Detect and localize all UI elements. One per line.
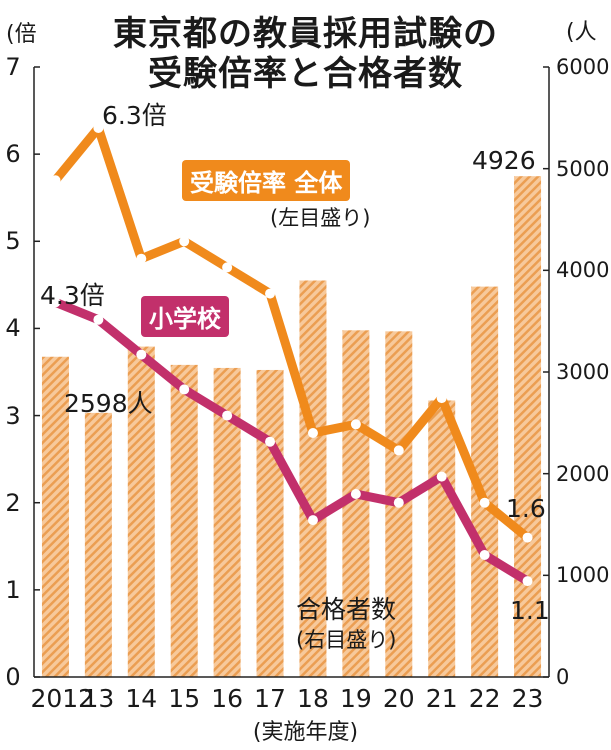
series-0-point-16 <box>222 262 233 273</box>
series-1-point-13 <box>93 314 104 325</box>
series-1-point-22 <box>479 550 490 560</box>
x-tick-label: 16 <box>211 684 244 713</box>
bars-layer <box>41 176 542 677</box>
left-tick-label: 2 <box>5 488 21 517</box>
total-series-label: 受験倍率 全体 <box>182 160 351 201</box>
series-1-point-16 <box>222 410 233 421</box>
x-tick-label: 21 <box>425 684 458 713</box>
left-tick-label: 6 <box>5 140 21 169</box>
series-1-point-23 <box>522 576 533 587</box>
bar-21 <box>428 400 456 677</box>
left-axis-unit: (倍 <box>6 22 37 47</box>
bar-13 <box>84 412 112 677</box>
right-tick-label: 0 <box>556 665 570 689</box>
bar-14 <box>127 346 155 677</box>
bar-17 <box>256 369 284 677</box>
bar-15 <box>170 364 198 677</box>
right-tick-label: 1000 <box>556 563 610 588</box>
series-0-point-21 <box>436 393 447 404</box>
series-0-point-17 <box>265 288 276 299</box>
series-1-point-2012 <box>50 297 61 308</box>
bar-23 <box>514 176 542 677</box>
bar-2012 <box>41 356 69 677</box>
left-tick-label: 7 <box>5 53 21 81</box>
series-0-point-2012 <box>50 175 61 186</box>
series-1-point-19 <box>350 489 361 499</box>
left-tick-label: 1 <box>5 575 21 604</box>
total-series-note: (左目盛り) <box>270 206 371 230</box>
series-1-point-14 <box>136 349 147 360</box>
series-1-point-15 <box>179 384 190 395</box>
x-tick-label: 22 <box>468 684 501 713</box>
bars-last-label: 4926 <box>472 146 536 175</box>
bar-18 <box>299 280 327 677</box>
chart-title-line1: 東京都の教員採用試験の <box>113 14 498 54</box>
series-0-point-18 <box>307 428 318 438</box>
total-last-label: 1.6 <box>506 494 546 523</box>
x-tick-label: 20 <box>382 684 415 713</box>
series-0-point-22 <box>479 497 490 508</box>
left-tick-label: 3 <box>5 401 21 430</box>
lines-layer <box>50 123 533 587</box>
elem-series-label: 小学校 <box>141 296 229 337</box>
x-tick-label: 23 <box>511 684 544 713</box>
series-0-point-19 <box>350 419 361 430</box>
right-tick-label: 3000 <box>556 360 610 384</box>
total-first-label: 6.3倍 <box>102 101 167 130</box>
right-tick-label: 6000 <box>556 55 610 79</box>
series-1-point-21 <box>436 471 447 482</box>
series-1-point-17 <box>265 436 276 447</box>
bars-first-label: 2598人 <box>64 389 153 418</box>
x-tick-label: 14 <box>125 684 158 713</box>
series-0-point-14 <box>136 253 147 264</box>
right-tick-label: 4000 <box>556 258 610 283</box>
x-tick-label: 15 <box>168 684 201 713</box>
x-tick-label: 13 <box>82 684 115 713</box>
series-1-point-18 <box>307 515 318 526</box>
x-tick-label: 17 <box>254 684 286 713</box>
bars-series-label: 合格者数 <box>296 595 397 624</box>
x-tick-label: 19 <box>339 684 372 713</box>
series-0-point-23 <box>522 532 533 543</box>
series-line-0 <box>50 123 533 543</box>
chart-title-line2: 受験倍率と合格者数 <box>148 54 463 94</box>
elem-last-label: 1.1 <box>510 596 550 625</box>
elem-first-label: 4.3倍 <box>40 281 105 310</box>
right-axis-unit: (人 <box>566 20 597 45</box>
series-0-point-13 <box>93 123 104 133</box>
x-axis-caption: (実施年度) <box>252 720 359 745</box>
left-tick-label: 5 <box>5 227 21 256</box>
left-tick-label: 4 <box>5 314 21 343</box>
series-0-point-20 <box>393 445 404 456</box>
series-1-point-20 <box>393 497 404 508</box>
right-tick-label: 2000 <box>556 461 610 486</box>
bars-series-note: (右目盛り) <box>296 628 397 652</box>
axes-layer <box>33 66 550 678</box>
series-0-point-15 <box>179 236 190 247</box>
left-tick-label: 0 <box>5 663 21 691</box>
right-tick-label: 5000 <box>556 156 610 181</box>
x-tick-label: 18 <box>297 684 329 713</box>
series-line-1 <box>50 297 533 586</box>
